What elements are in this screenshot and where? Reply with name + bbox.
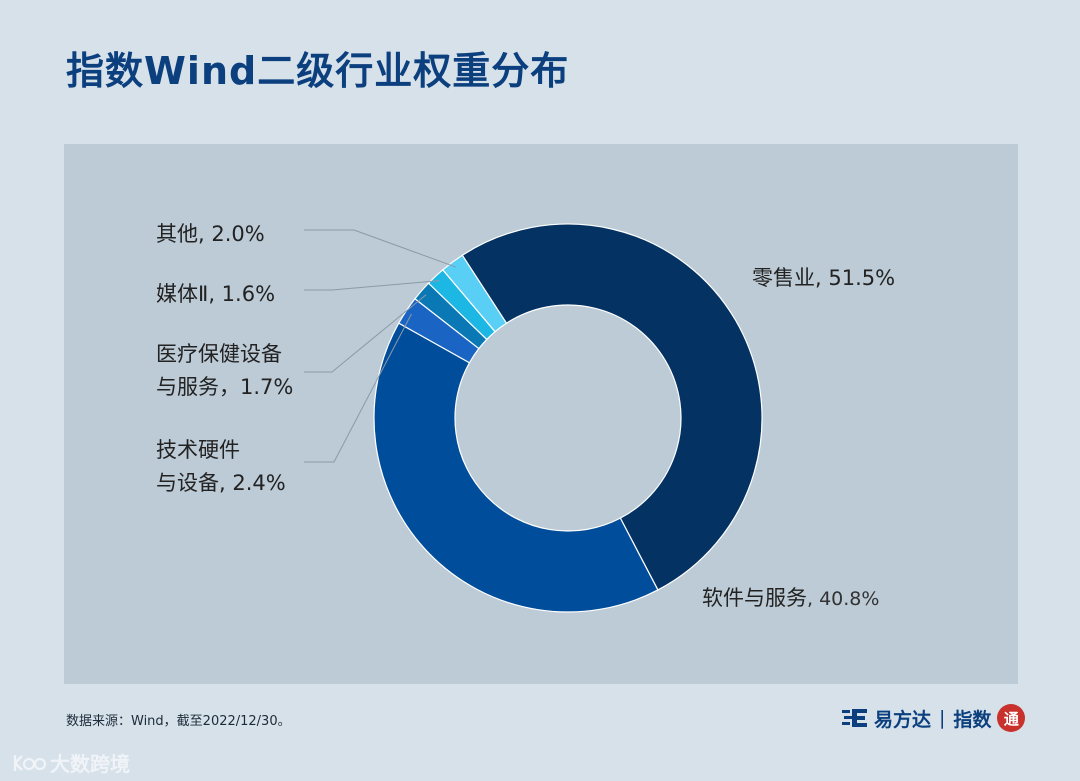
chart-title: 指数Wind二级行业权重分布 [66,49,570,93]
watermark-text: 大数跨境 [50,752,130,776]
label-other-text: 其他, 2.0% [156,222,265,246]
donut-chart [304,223,763,613]
brand-name: 易方达 [874,708,932,731]
label-healthcare-line1: 医疗保健设备 [156,342,282,366]
leader-line-3 [304,294,427,373]
label-healthcare: 医疗保健设备 与服务，1.7% [156,338,293,404]
label-other: 其他, 2.0% [156,218,265,251]
chart-panel: 零售业, 51.5% 软件与服务, 40.8% 技术硬件 与设备, 2.4% 医… [64,144,1018,684]
label-software: 软件与服务, 40.8% [702,582,879,616]
label-software-pct: , 40.8% [807,588,880,610]
label-software-name: 软件与服务 [702,586,807,610]
leader-line-2 [304,313,412,463]
leader-line-4 [304,280,440,291]
watermark-logo-icon [13,754,46,771]
donut-slice-1 [373,322,659,613]
watermark: 大数跨境 [12,748,130,777]
label-hardware-line1: 技术硬件 [156,438,240,462]
label-retail-text: 零售业, 51.5% [752,266,896,290]
brand-logo: 易方达 | 指数 通 [842,704,1026,732]
label-media-text: 媒体Ⅱ, 1.6% [156,282,276,306]
data-source-note: 数据来源：Wind，截至2022/12/30。 [66,714,291,729]
efund-logo-icon [842,708,868,728]
donut-slice-0 [461,223,763,591]
label-healthcare-line2: 与服务，1.7% [156,375,294,399]
label-media: 媒体Ⅱ, 1.6% [156,278,275,311]
brand-divider: | [939,707,946,729]
brand-product: 指数 [953,708,992,731]
leader-line-5 [304,229,457,268]
label-retail: 零售业, 51.5% [752,262,895,295]
label-hardware: 技术硬件 与设备, 2.4% [156,434,286,500]
label-hardware-line2: 与设备, 2.4% [156,471,286,495]
brand-seal-icon: 通 [997,704,1026,732]
